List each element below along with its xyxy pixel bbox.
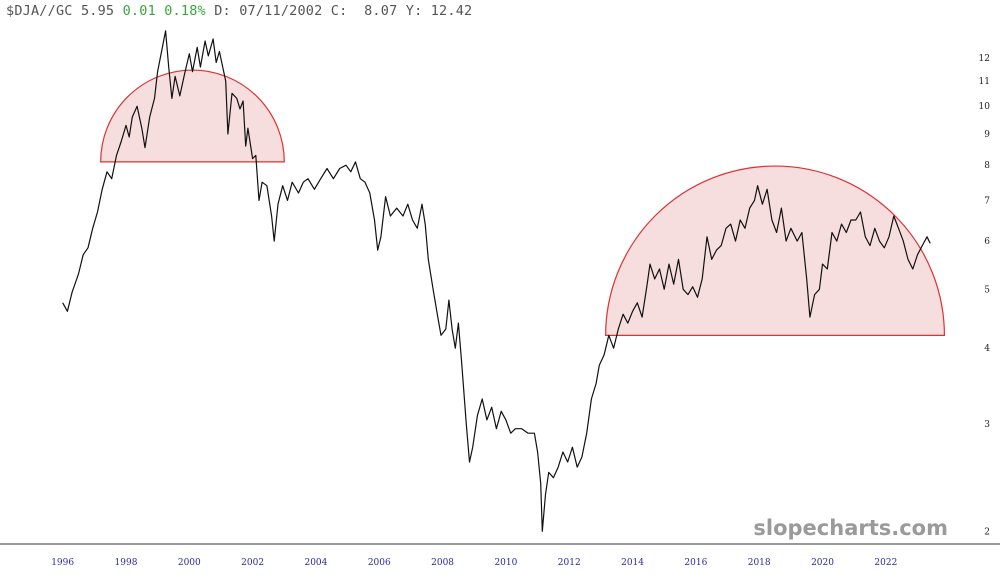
header-d-label: D: xyxy=(214,3,231,19)
series-line-1 xyxy=(62,30,931,532)
y-tick-label: 2 xyxy=(984,527,990,537)
y-tick-label: 5 xyxy=(984,285,990,295)
y-tick-label: 10 xyxy=(979,102,991,112)
header-change: 0.01 xyxy=(122,3,156,19)
half-circle-annotation-1 xyxy=(100,69,285,163)
header-change-pct: 0.18% xyxy=(164,3,206,19)
chart-header: $DJA//GC 5.95 0.01 0.18% D: 07/11/2002 C… xyxy=(6,3,472,19)
header-c-label: C: xyxy=(330,3,348,19)
series-layer xyxy=(62,30,931,532)
y-tick-label: 8 xyxy=(984,161,990,171)
x-tick-label: 2022 xyxy=(874,558,897,568)
y-tick-label: 7 xyxy=(984,196,990,206)
x-tick-label: 2018 xyxy=(748,558,771,568)
x-tick-label: 2006 xyxy=(368,558,391,568)
x-tick-label: 1996 xyxy=(51,558,74,568)
x-tick-label: 2002 xyxy=(241,558,264,568)
x-tick-label: 2016 xyxy=(684,558,707,568)
x-tick-label: 2000 xyxy=(178,558,201,568)
header-date: 07/11/2002 xyxy=(239,3,323,19)
x-axis-ticks: 1996 1998 2000 2002 2004 2006 2008 2010 2012 2014… xyxy=(51,558,897,568)
y-tick-label: 12 xyxy=(979,54,990,64)
y-tick-label: 9 xyxy=(984,130,990,140)
x-tick-label: 2012 xyxy=(558,558,581,568)
y-tick-label: 4 xyxy=(984,344,990,354)
x-tick-label: 2004 xyxy=(304,558,327,568)
x-tick-label: 1998 xyxy=(115,558,138,568)
x-tick-label: 2010 xyxy=(494,558,517,568)
header-last: 5.95 xyxy=(80,3,115,19)
y-axis-ticks: 2 3 4 5 6 7 8 9 10 11 12 xyxy=(979,54,991,537)
header-y-value: 12.42 xyxy=(430,3,473,19)
header-symbol: $DJA//GC xyxy=(6,3,73,19)
x-tick-label: 2008 xyxy=(431,558,454,568)
header-close: 8.07 xyxy=(364,3,398,19)
y-tick-label: 6 xyxy=(984,237,990,247)
y-tick-label: 11 xyxy=(979,77,990,87)
x-tick-label: 2020 xyxy=(811,558,834,568)
header-y-label: Y: xyxy=(405,3,423,19)
x-tick-label: 2014 xyxy=(621,558,644,568)
watermark: slopecharts.com xyxy=(753,516,948,540)
dome-annotations xyxy=(100,69,946,336)
half-circle-annotation-2 xyxy=(605,165,946,336)
y-tick-label: 3 xyxy=(984,420,990,430)
